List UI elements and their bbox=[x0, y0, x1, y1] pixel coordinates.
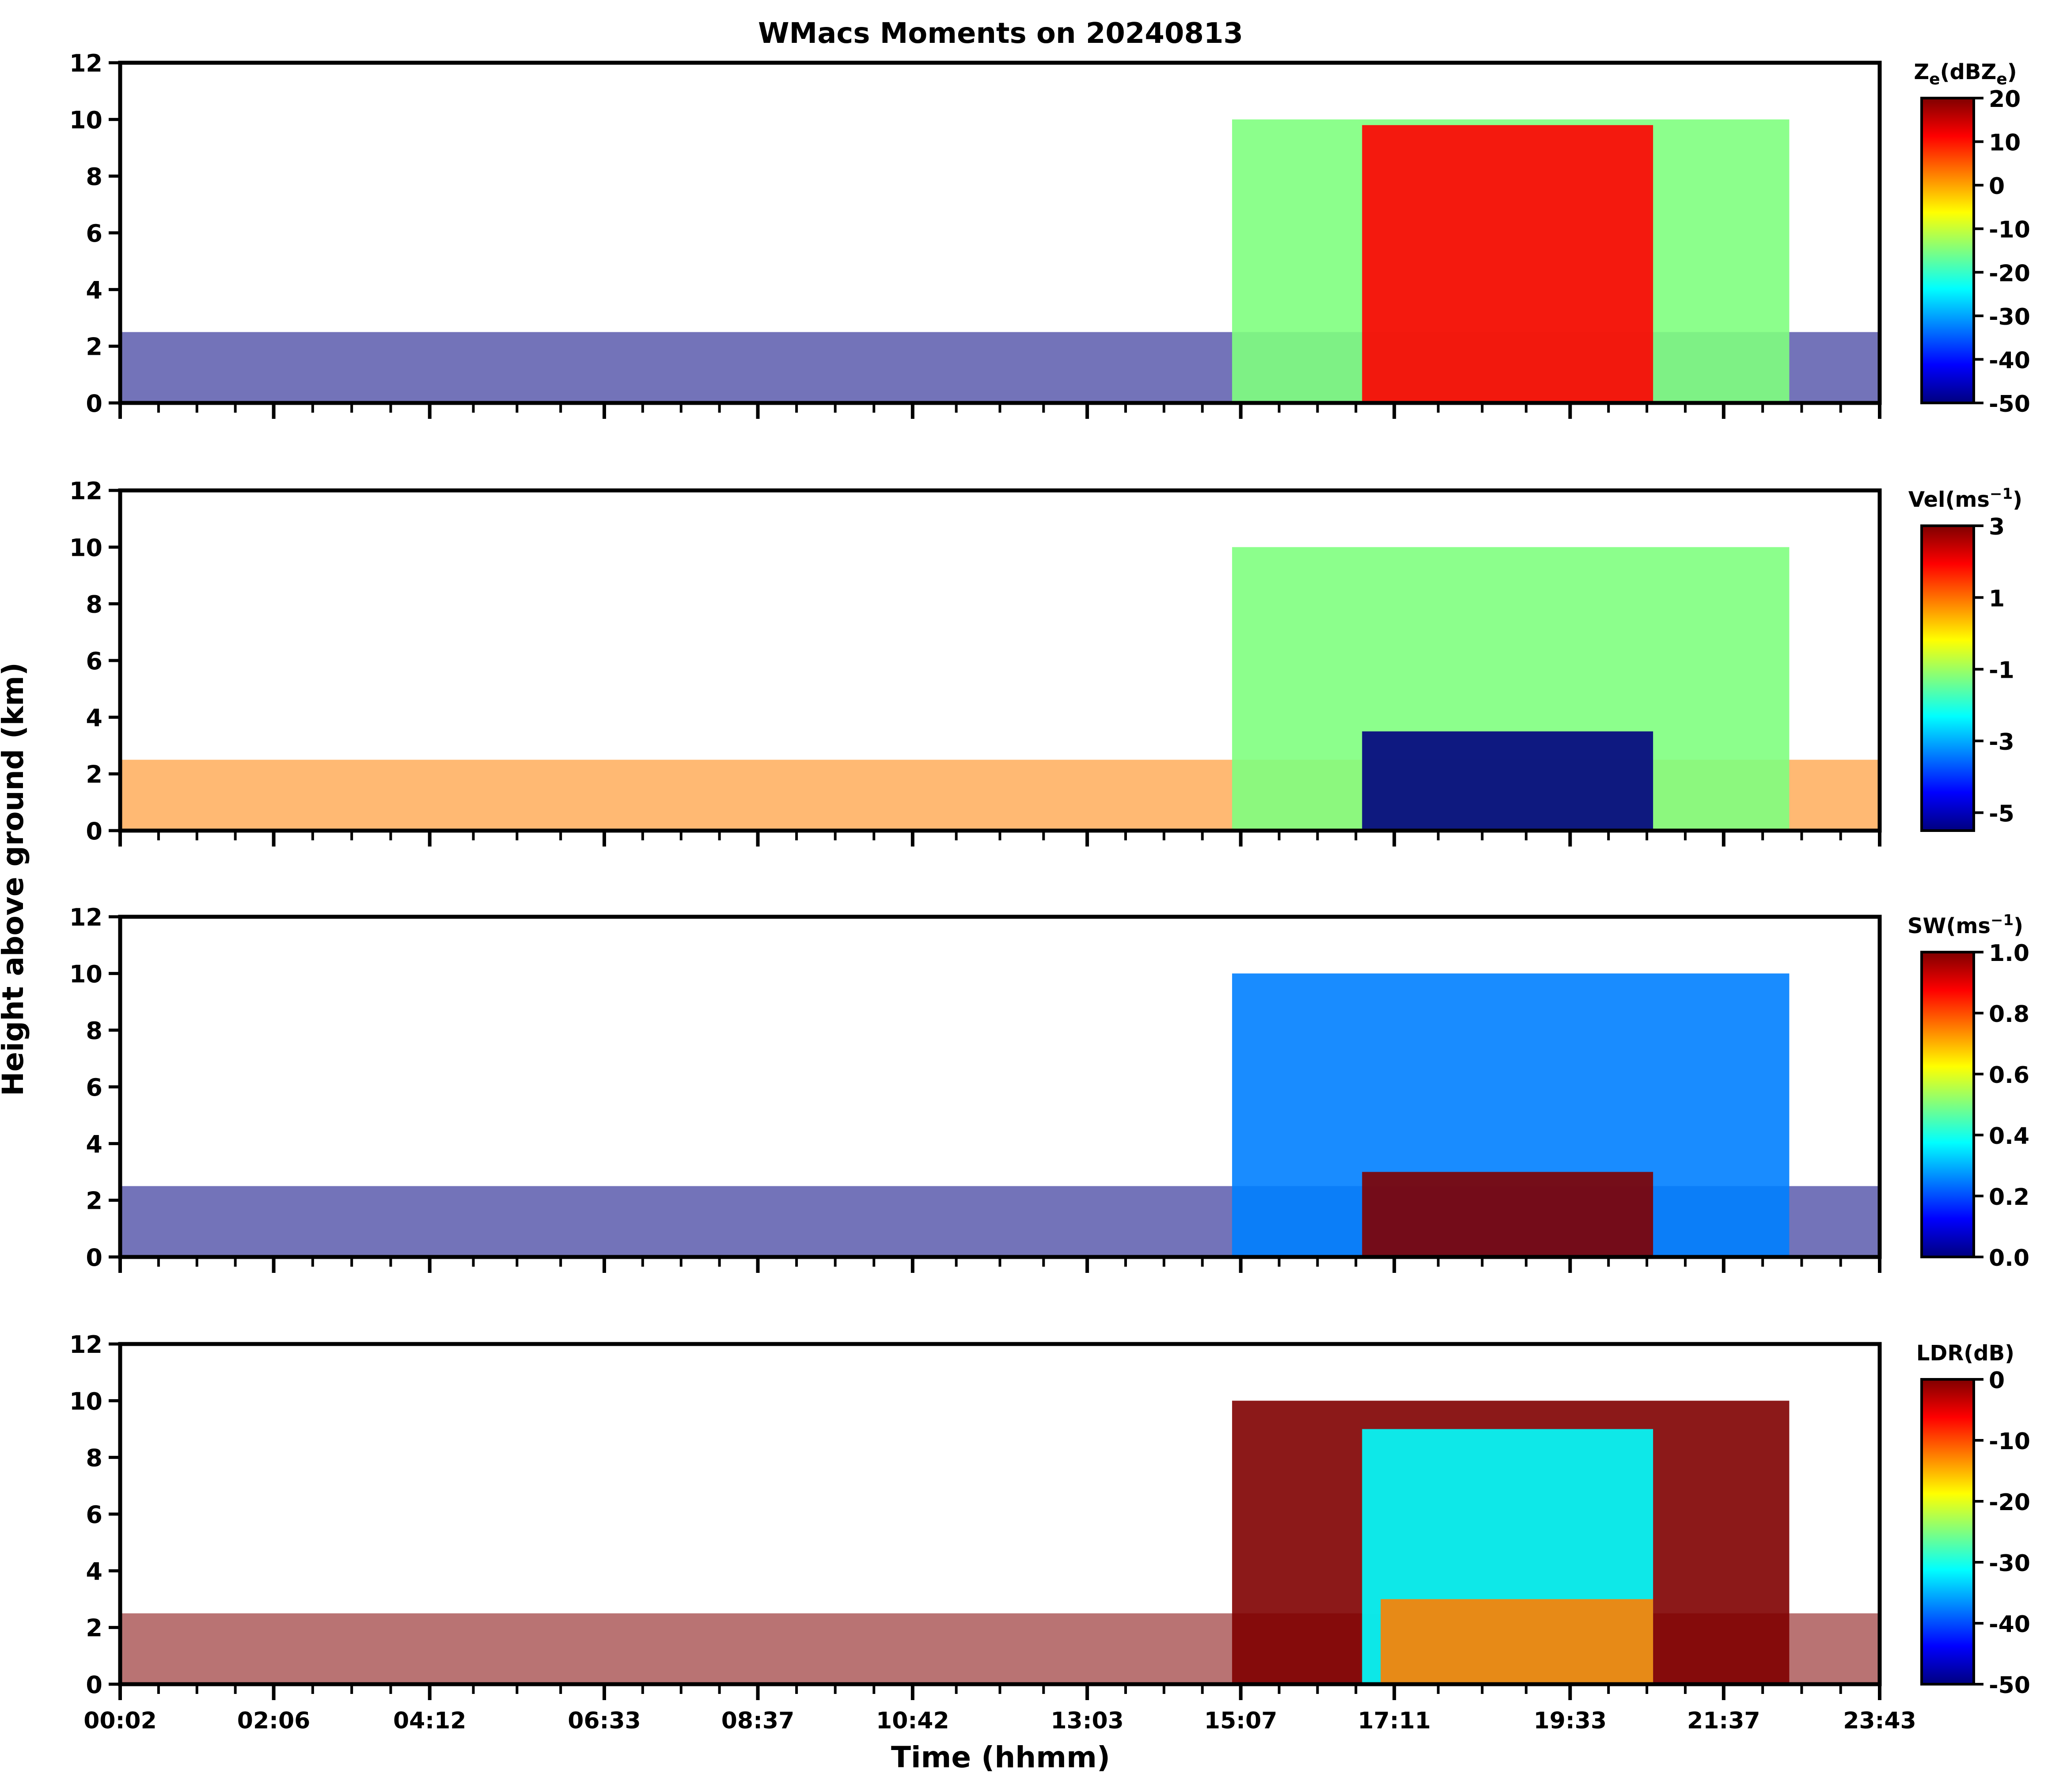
y-tick-label: 2 bbox=[86, 1187, 102, 1215]
colorbar-label-part: Z bbox=[1914, 60, 1929, 84]
x-tick-label: 15:07 bbox=[1204, 1708, 1278, 1734]
y-tick-label: 12 bbox=[69, 49, 102, 77]
colorbar-label: Vel(ms−1) bbox=[1908, 485, 2022, 512]
colorbar-tick-label: 3 bbox=[1989, 514, 2005, 540]
y-tick-label: 2 bbox=[86, 761, 102, 789]
y-tick-label: 4 bbox=[86, 1557, 102, 1585]
y-tick-label: 6 bbox=[86, 647, 102, 675]
colorbar-label-part: e bbox=[1996, 70, 2007, 88]
colorbar-tick-label: -5 bbox=[1989, 801, 2014, 827]
y-tick-label: 12 bbox=[69, 477, 102, 505]
panel-ldr: 0 2 4 6 8 10 12 00:02 02:06 04:12 06:33 08:37 10:42 1… bbox=[69, 1331, 2030, 1734]
colorbar-tick-label: -20 bbox=[1989, 1489, 2030, 1516]
y-tick-label: 10 bbox=[69, 1387, 102, 1415]
heatmap-region-3 bbox=[1380, 1599, 1653, 1684]
y-tick-label: 4 bbox=[86, 1130, 102, 1158]
colorbar-label: SW(ms−1) bbox=[1908, 911, 2023, 938]
y-tick-label: 8 bbox=[86, 163, 102, 191]
colorbar-label-part: ) bbox=[2014, 914, 2023, 938]
colorbar-label-part: LDR(dB) bbox=[1916, 1341, 2014, 1366]
y-tick-label: 8 bbox=[86, 1017, 102, 1045]
y-tick-label: 12 bbox=[69, 904, 102, 931]
colorbar-label-part: −1 bbox=[1991, 911, 2014, 929]
colorbar-tick-label: -30 bbox=[1989, 304, 2030, 330]
colorbar-tick-label: -20 bbox=[1989, 260, 2030, 287]
colorbar bbox=[1920, 524, 1975, 832]
panel-sw: 0 2 4 6 8 10 12 1.0 0.8 0.6 0.4 0.2 0.0 SW(ms−1) bbox=[69, 904, 2029, 1273]
colorbar-tick-label: -3 bbox=[1989, 729, 2014, 756]
y-tick-label: 8 bbox=[86, 591, 102, 619]
x-tick-label: 10:42 bbox=[876, 1708, 949, 1734]
colorbar-label-part: ) bbox=[2007, 60, 2017, 84]
colorbar-tick-label: -40 bbox=[1989, 1611, 2030, 1638]
y-tick-label: 0 bbox=[86, 817, 102, 845]
colorbar-tick-label: 0.0 bbox=[1989, 1245, 2029, 1272]
x-tick-label: 06:33 bbox=[568, 1708, 641, 1734]
y-tick-label: 4 bbox=[86, 276, 102, 304]
colorbar-label-part: e bbox=[1929, 70, 1940, 88]
colorbar-tick-label: -50 bbox=[1989, 1672, 2030, 1699]
colorbar-label-part: ) bbox=[2013, 487, 2022, 512]
x-tick-label: 02:06 bbox=[237, 1708, 311, 1734]
x-tick-label: 04:12 bbox=[393, 1708, 466, 1734]
x-tick-label: 13:03 bbox=[1050, 1708, 1124, 1734]
colorbar-tick-label: 0 bbox=[1989, 1367, 2005, 1394]
panel-ze: 0 2 4 6 8 10 12 20 10 0 -10 -20 -30 -40 -50 Ze(dBZe) bbox=[69, 49, 2030, 419]
colorbar-tick-label: -30 bbox=[1989, 1550, 2030, 1577]
colorbar-tick-label: 0.6 bbox=[1989, 1062, 2029, 1089]
colorbar-label-part: Vel(ms bbox=[1908, 487, 1990, 512]
colorbar-tick-label: 1 bbox=[1989, 585, 2005, 612]
x-tick-label: 00:02 bbox=[83, 1708, 157, 1734]
y-tick-label: 6 bbox=[86, 220, 102, 247]
x-tick-label: 08:37 bbox=[721, 1708, 795, 1734]
colorbar-tick-label: -10 bbox=[1989, 1428, 2030, 1455]
colorbar-tick-label: -1 bbox=[1989, 657, 2014, 684]
y-tick-label: 0 bbox=[86, 1244, 102, 1272]
figure-title: WMacs Moments on 20240813 bbox=[758, 17, 1243, 50]
x-tick-label: 23:43 bbox=[1843, 1708, 1916, 1734]
panel-vel: 0 2 4 6 8 10 12 3 1 -1 -3 -5 Vel(ms−1) bbox=[69, 477, 2022, 847]
colorbar-tick-label: -10 bbox=[1989, 217, 2030, 243]
x-tick-label: 17:11 bbox=[1358, 1708, 1431, 1734]
colorbar bbox=[1920, 951, 1975, 1258]
colorbar-label-part: −1 bbox=[1990, 485, 2013, 503]
y-tick-label: 2 bbox=[86, 1614, 102, 1642]
y-tick-label: 4 bbox=[86, 704, 102, 732]
colorbar bbox=[1920, 97, 1975, 404]
colorbar-label-part: (dBZ bbox=[1940, 60, 1997, 84]
colorbar-tick-label: 0.2 bbox=[1989, 1184, 2029, 1211]
y-tick-label: 2 bbox=[86, 333, 102, 361]
heatmap-region-2 bbox=[1362, 1172, 1653, 1257]
colorbar-tick-label: -40 bbox=[1989, 347, 2030, 374]
y-axis-label: Height above ground (km) bbox=[0, 662, 30, 1096]
x-tick-label: 21:37 bbox=[1687, 1708, 1760, 1734]
colorbar-tick-label: -50 bbox=[1989, 391, 2030, 418]
colorbar-tick-label: 0.8 bbox=[1989, 1001, 2029, 1028]
colorbar-tick-label: 1.0 bbox=[1989, 940, 2029, 967]
colorbar-tick-label: 0 bbox=[1989, 173, 2005, 200]
colorbar-label: Ze(dBZe) bbox=[1914, 60, 2017, 88]
panels: 02468101220100-10-20-30-40-50Ze(dBZe)024… bbox=[69, 49, 2030, 1734]
colorbar-tick-label: 20 bbox=[1989, 86, 2021, 113]
x-tick-label: 19:33 bbox=[1533, 1708, 1607, 1734]
x-axis-label: Time (hhmm) bbox=[891, 1740, 1110, 1774]
y-tick-label: 8 bbox=[86, 1444, 102, 1472]
y-tick-label: 0 bbox=[86, 390, 102, 418]
colorbar-tick-label: 0.4 bbox=[1989, 1123, 2029, 1150]
colorbar bbox=[1920, 1378, 1975, 1686]
y-tick-label: 6 bbox=[86, 1074, 102, 1101]
y-tick-label: 10 bbox=[69, 534, 102, 562]
heatmap-region-2 bbox=[1362, 731, 1653, 831]
y-tick-label: 10 bbox=[69, 960, 102, 988]
colorbar-tick-label: 10 bbox=[1989, 130, 2021, 156]
y-tick-label: 0 bbox=[86, 1671, 102, 1699]
y-tick-label: 6 bbox=[86, 1501, 102, 1529]
colorbar-label: LDR(dB) bbox=[1916, 1341, 2014, 1366]
y-tick-label: 12 bbox=[69, 1331, 102, 1359]
colorbar-label-part: SW(ms bbox=[1908, 914, 1991, 938]
y-tick-label: 10 bbox=[69, 106, 102, 134]
heatmap-region-2 bbox=[1362, 125, 1653, 403]
